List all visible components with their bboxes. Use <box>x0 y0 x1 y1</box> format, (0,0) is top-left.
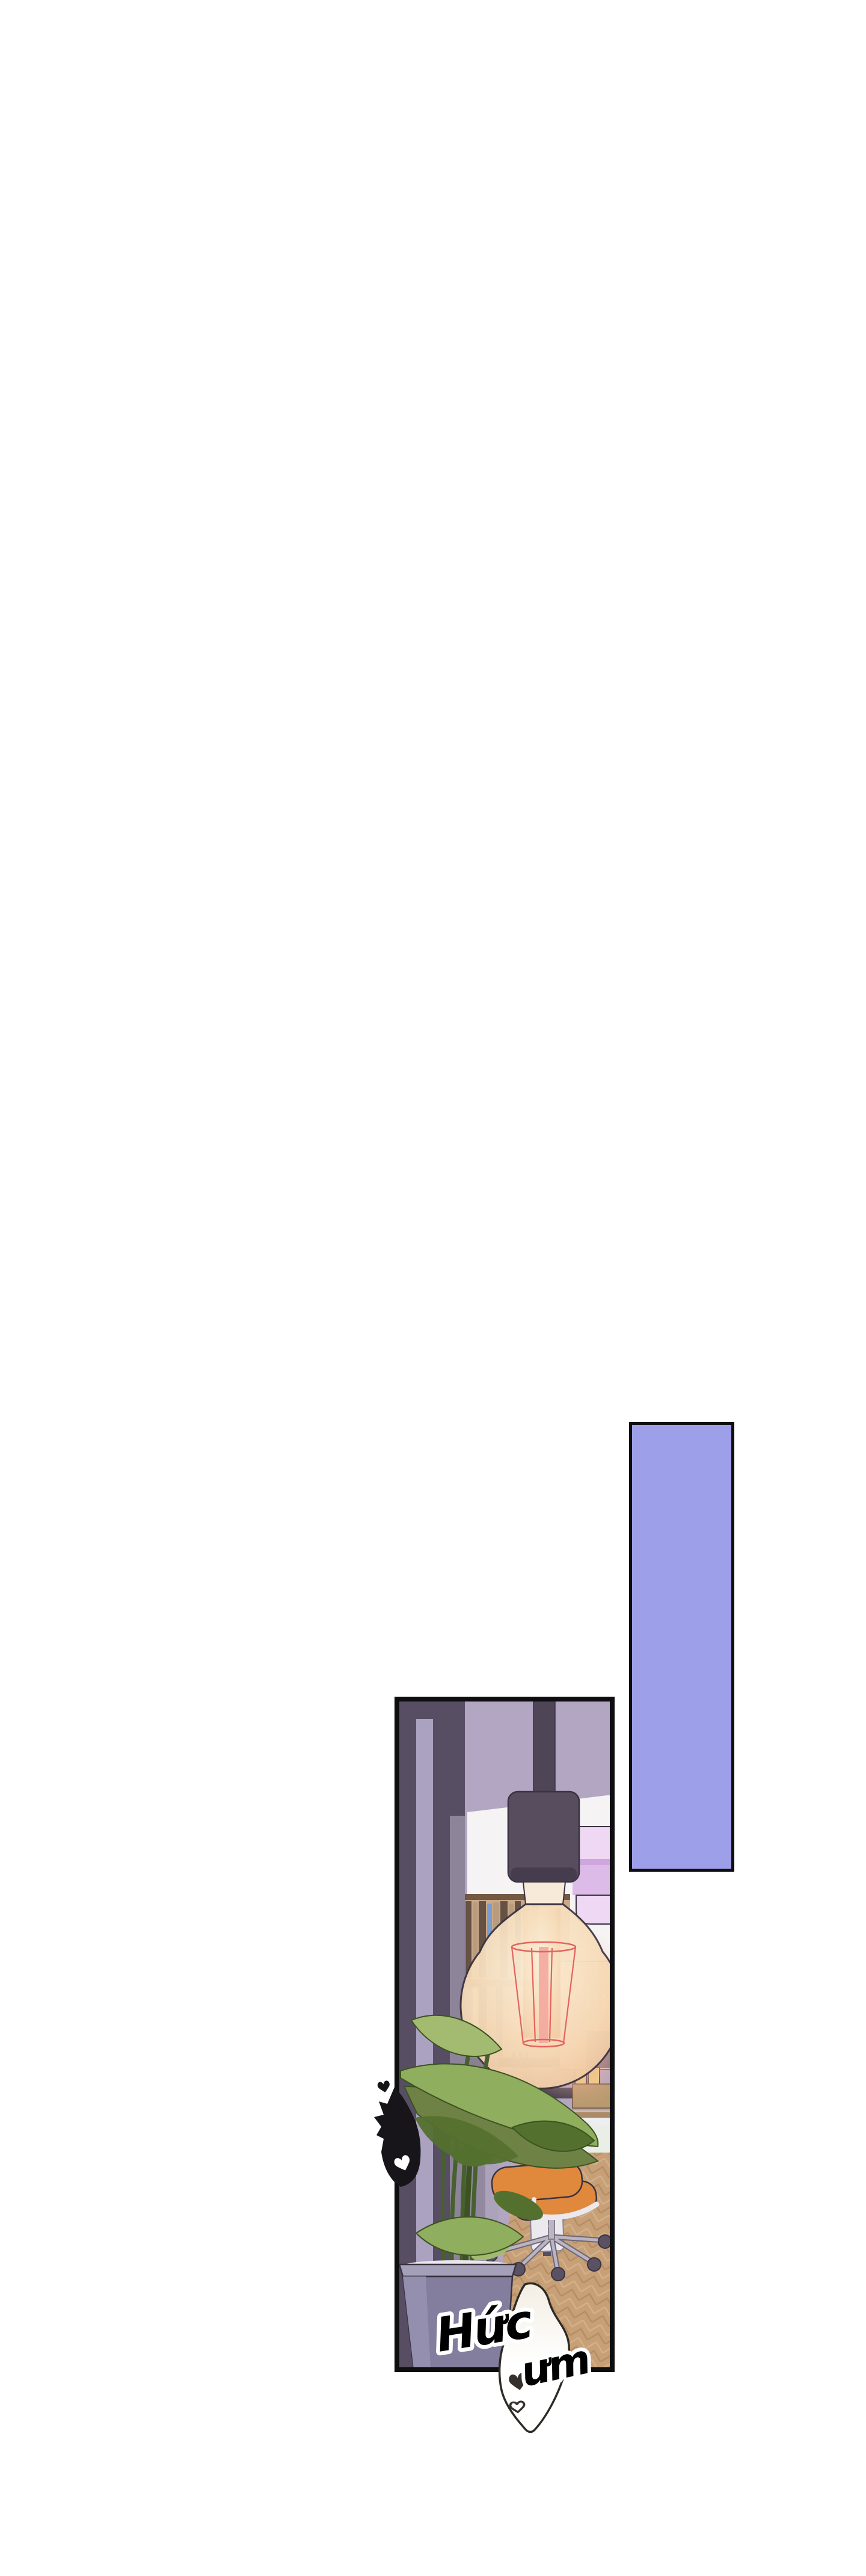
sfx: Hức ưm <box>421 2286 637 2406</box>
heart-icon-filled <box>509 2373 527 2390</box>
decor-rectangle <box>629 1422 734 1872</box>
filament <box>511 1941 577 2048</box>
pendant-lamp <box>459 1699 612 2089</box>
bubble-body <box>498 2282 571 2433</box>
heart-icon-white <box>394 2155 410 2171</box>
comic-panel <box>395 1697 615 2372</box>
panel-scene <box>395 1697 615 2372</box>
creature-body <box>374 2087 421 2187</box>
heart-icon-outline <box>509 2400 526 2414</box>
shadow-creature <box>361 2069 439 2195</box>
plant <box>400 2014 599 2272</box>
planter-pot <box>398 2260 517 2370</box>
heart-icon-small <box>377 2080 390 2092</box>
speech-bubble <box>478 2275 586 2449</box>
lamp-cord <box>533 1699 556 1796</box>
light-bulb <box>459 1903 612 2089</box>
